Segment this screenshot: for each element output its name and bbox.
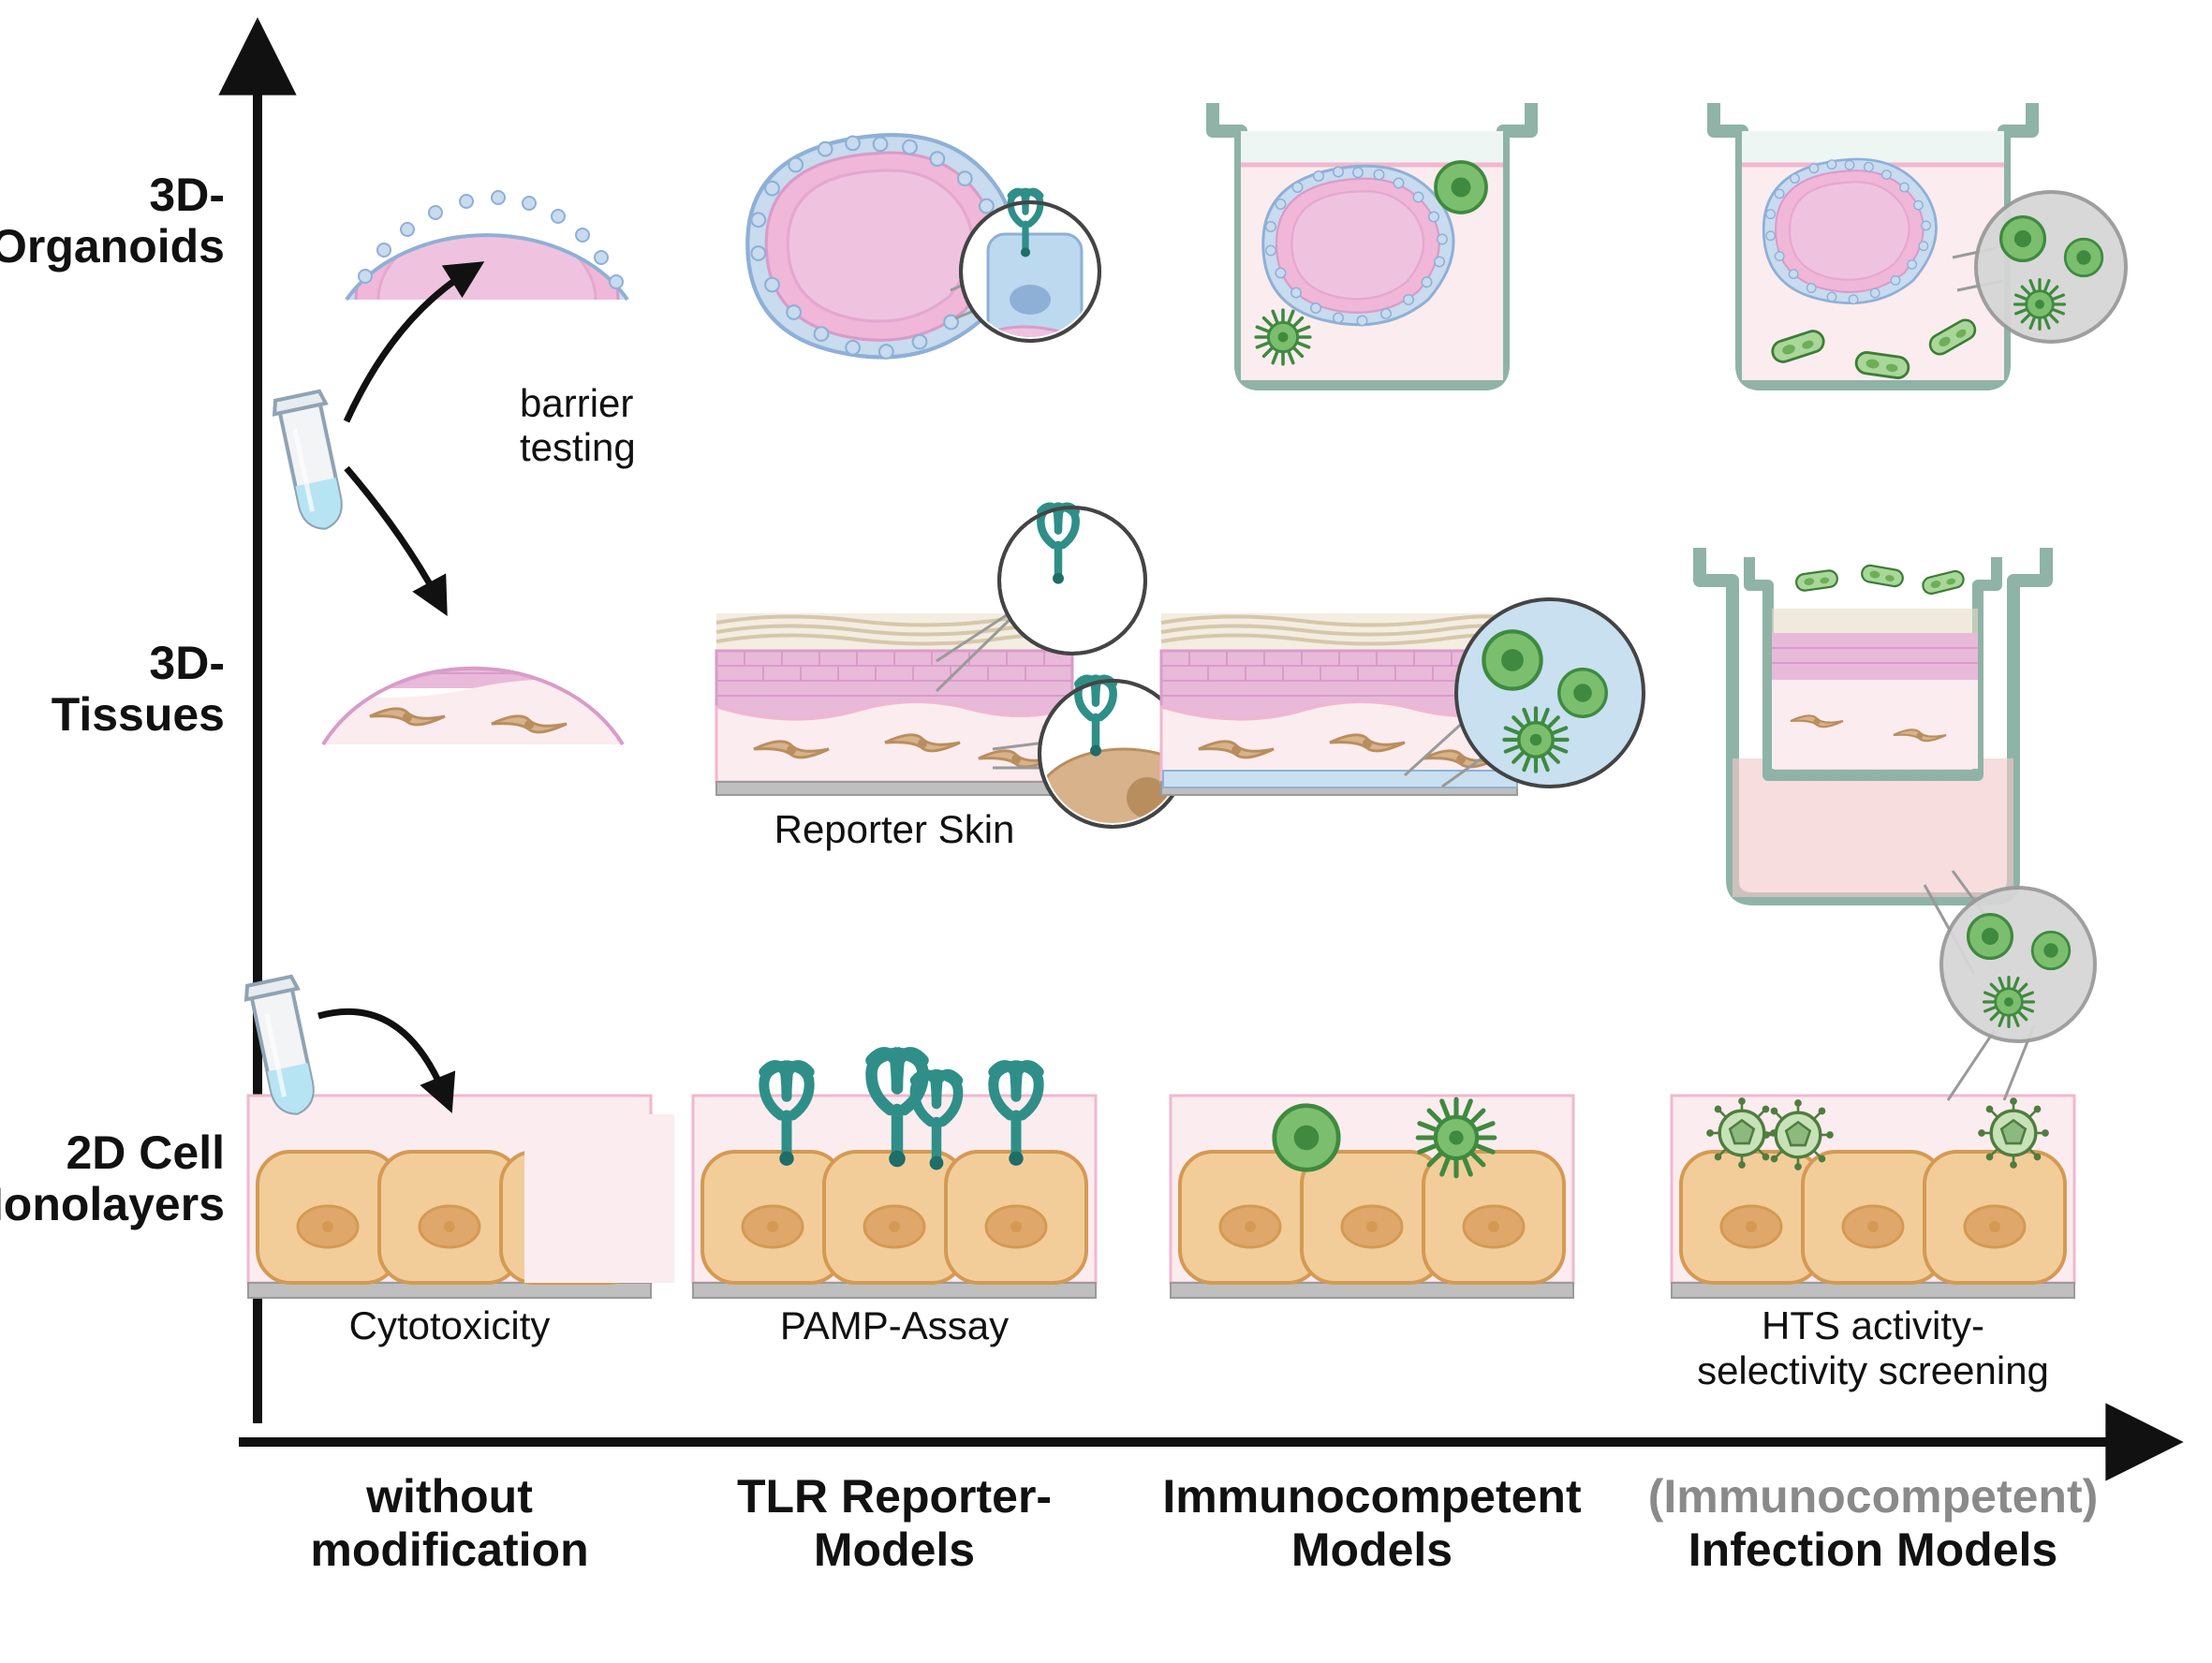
tissue-col1: [304, 576, 641, 763]
svg-text:(Immunocompetent): (Immunocompetent): [1648, 1470, 2099, 1523]
svg-text:Infection Models: Infection Models: [1688, 1523, 2057, 1576]
xlabel-2-1: Models: [1291, 1523, 1453, 1576]
tube-icon: [272, 390, 351, 533]
svg-text:3D-: 3D-: [149, 637, 225, 689]
organoid-col3: [1213, 103, 1531, 384]
monolayer-col4: HTS activity- selectivity screening: [1672, 1096, 2074, 1392]
tube-barrier: barrier testing: [272, 272, 636, 599]
svg-text:Immunocompetent: Immunocompetent: [1162, 1470, 1582, 1523]
tissue-col3: [1161, 599, 1644, 795]
monolayer-col3: [1171, 1096, 1573, 1298]
monolayer-col2: PAMP-Assay: [693, 1052, 1096, 1347]
label-barrier-2: testing: [520, 425, 636, 469]
monolayer-col1: Cytotoxicity: [243, 976, 674, 1347]
ylabel-organoids-1: 3D-: [149, 169, 225, 221]
svg-text:Tissues: Tissues: [52, 688, 225, 741]
tissue-col4: [1700, 548, 2095, 1100]
svg-text:Models: Models: [1291, 1523, 1453, 1576]
svg-text:3D-: 3D-: [149, 169, 225, 221]
organoid-col2: [747, 135, 1099, 359]
ylabel-organoids-2: Organoids: [0, 220, 225, 272]
y-axis-labels: 3D- Organoids 3D- Tissues 2D Cell Monola…: [0, 169, 225, 1230]
svg-text:Organoids: Organoids: [0, 220, 225, 272]
label-hts-2: selectivity screening: [1697, 1348, 2049, 1392]
ylabel-tissues-2: Tissues: [52, 688, 225, 741]
xlabel-2-0: Immunocompetent: [1162, 1470, 1582, 1523]
diagram-canvas: 3D- Organoids 3D- Tissues 2D Cell Monola…: [0, 0, 2212, 1658]
xlabel-3-1: Infection Models: [1688, 1523, 2057, 1576]
ylabel-tissues-1: 3D-: [149, 637, 225, 689]
label-reporter-skin: Reporter Skin: [774, 807, 1015, 851]
label-barrier-1: barrier: [520, 381, 633, 425]
svg-text:modification: modification: [310, 1523, 588, 1576]
svg-text:2D Cell: 2D Cell: [66, 1126, 225, 1179]
label-pamp: PAMP-Assay: [780, 1303, 1009, 1347]
ylabel-mono-2: Monolayers: [0, 1178, 225, 1230]
label-cytotoxicity: Cytotoxicity: [349, 1303, 551, 1347]
svg-text:TLR Reporter-: TLR Reporter-: [737, 1470, 1052, 1523]
xlabel-1-0: TLR Reporter-: [737, 1470, 1052, 1523]
xlabel-3-0: (Immunocompetent): [1648, 1470, 2099, 1523]
x-axis-labels: without modification TLR Reporter- Model…: [310, 1470, 2098, 1576]
tissue-col2: Reporter Skin: [716, 507, 1213, 861]
xlabel-1-1: Models: [814, 1523, 975, 1576]
svg-text:without: without: [365, 1470, 533, 1523]
ylabel-mono-1: 2D Cell: [66, 1126, 225, 1179]
organoid-col4: [1714, 103, 2126, 384]
label-hts-1: HTS activity-: [1762, 1303, 1984, 1347]
xlabel-0-1: modification: [310, 1523, 588, 1576]
svg-text:Models: Models: [814, 1523, 975, 1576]
svg-text:Monolayers: Monolayers: [0, 1178, 225, 1230]
xlabel-0-0: without: [365, 1470, 533, 1523]
